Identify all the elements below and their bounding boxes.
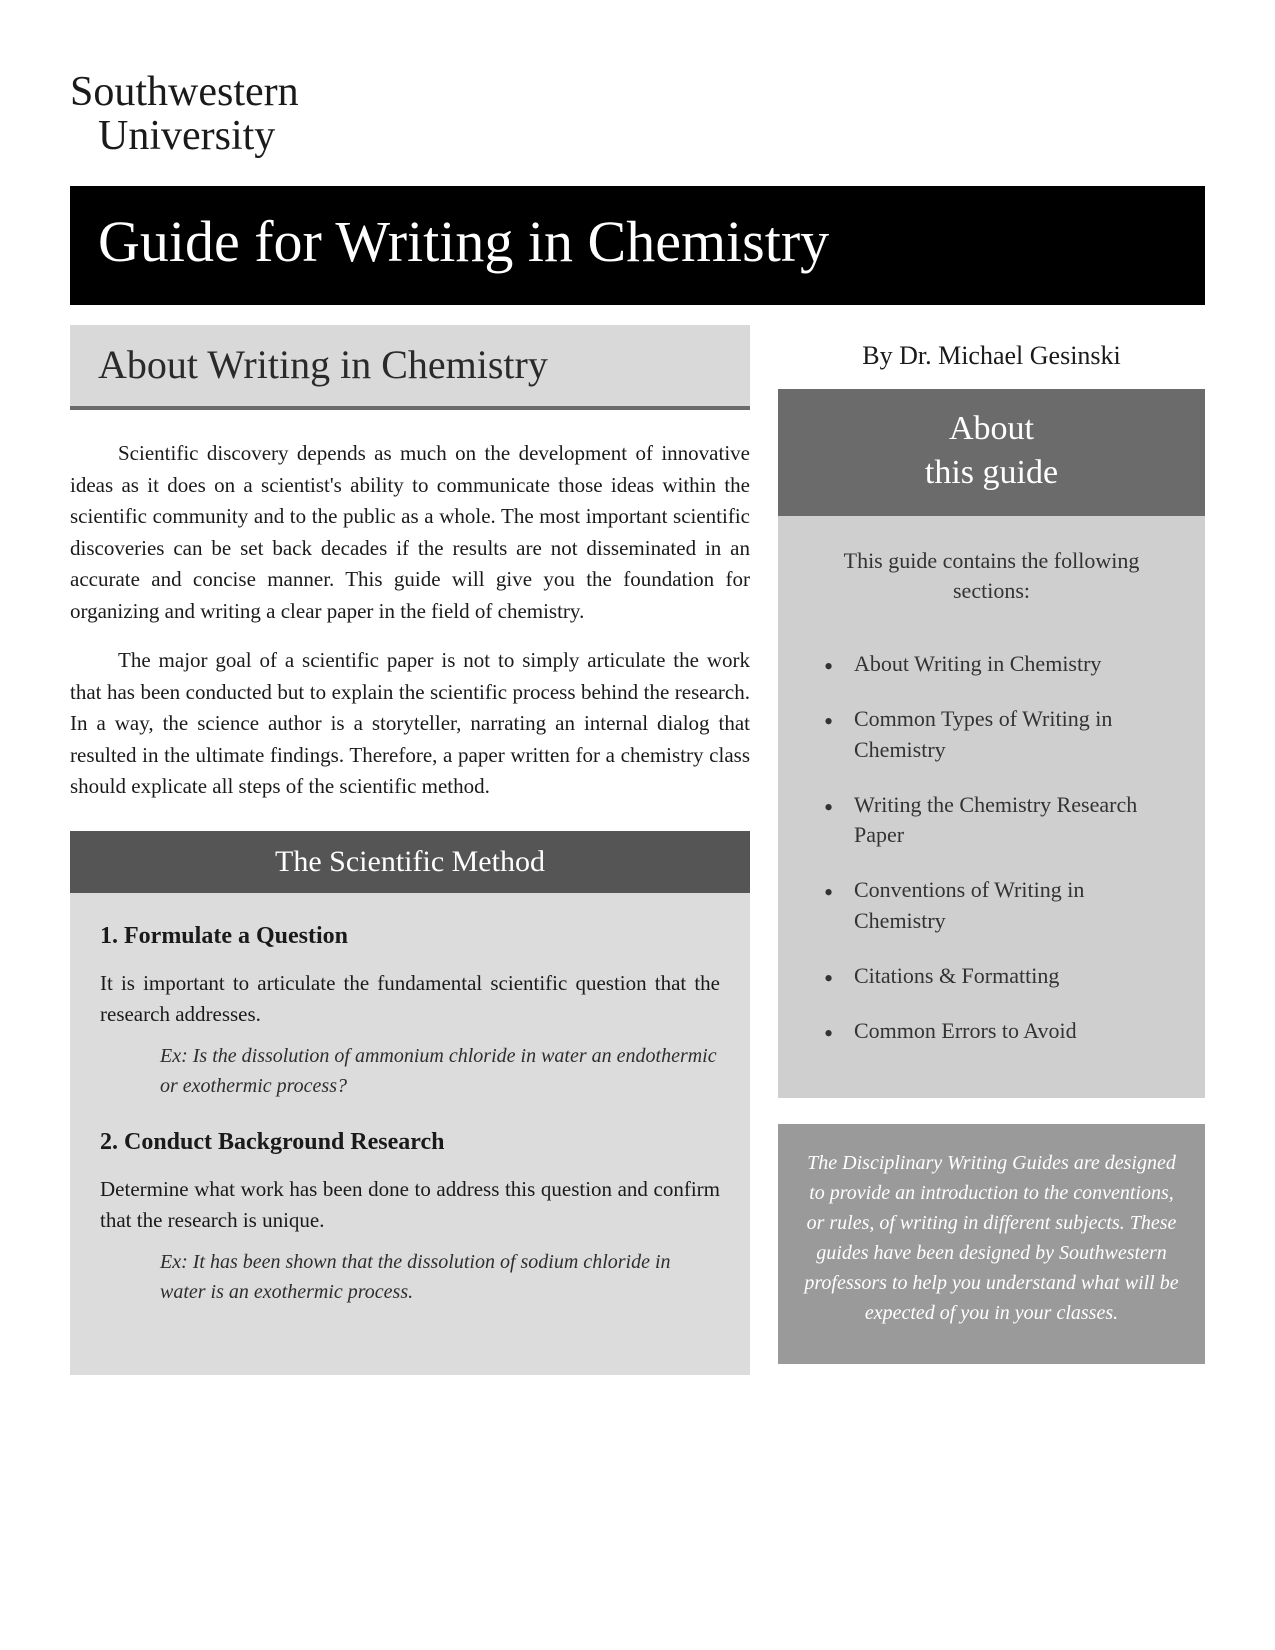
list-item: Writing the Chemistry Research Paper xyxy=(824,778,1185,864)
about-guide-intro: This guide contains the following sectio… xyxy=(778,516,1205,628)
step-1-example: Ex: Is the dissolution of ammonium chlor… xyxy=(100,1041,720,1101)
scientific-method-box: The Scientific Method 1. Formulate a Que… xyxy=(70,831,750,1375)
author-byline: By Dr. Michael Gesinski xyxy=(778,325,1205,389)
institution-line1: Southwestern xyxy=(70,70,1205,114)
about-section-heading: About Writing in Chemistry xyxy=(70,325,750,410)
step-1-desc: It is important to articulate the fundam… xyxy=(100,968,720,1031)
institution-line2: University xyxy=(70,114,1205,158)
intro-paragraph-2: The major goal of a scientific paper is … xyxy=(70,645,750,803)
list-item: Common Types of Writing in Chemistry xyxy=(824,692,1185,778)
about-guide-heading-line2: this guide xyxy=(925,454,1058,491)
list-item: Citations & Formatting xyxy=(824,949,1185,1004)
main-column: About Writing in Chemistry Scientific di… xyxy=(70,325,750,1375)
scientific-method-body: 1. Formulate a Question It is important … xyxy=(70,893,750,1375)
about-guide-heading-line1: About xyxy=(949,410,1034,447)
intro-paragraph-1-text: Scientific discovery depends as much on … xyxy=(70,441,750,623)
disciplinary-guides-note: The Disciplinary Writing Guides are desi… xyxy=(778,1124,1205,1364)
list-item: About Writing in Chemistry xyxy=(824,637,1185,692)
about-guide-heading: About this guide xyxy=(778,389,1205,515)
intro-paragraph-1: Scientific discovery depends as much on … xyxy=(70,438,750,627)
institution-name: Southwestern University xyxy=(70,70,1205,158)
step-2-desc: Determine what work has been done to add… xyxy=(100,1174,720,1237)
about-guide-box: About this guide This guide contains the… xyxy=(778,389,1205,1098)
step-2-example: Ex: It has been shown that the dissoluti… xyxy=(100,1247,720,1307)
step-2-title: 2. Conduct Background Research xyxy=(100,1129,720,1156)
list-item: Common Errors to Avoid xyxy=(824,1004,1185,1059)
guide-sections-list: About Writing in Chemistry Common Types … xyxy=(778,627,1205,1098)
scientific-method-heading: The Scientific Method xyxy=(70,831,750,893)
list-item: Conventions of Writing in Chemistry xyxy=(824,863,1185,949)
step-1-title: 1. Formulate a Question xyxy=(100,923,720,950)
sidebar-column: By Dr. Michael Gesinski About this guide… xyxy=(778,325,1205,1375)
document-title: Guide for Writing in Chemistry xyxy=(70,186,1205,305)
intro-paragraph-2-text: The major goal of a scientific paper is … xyxy=(70,648,750,798)
